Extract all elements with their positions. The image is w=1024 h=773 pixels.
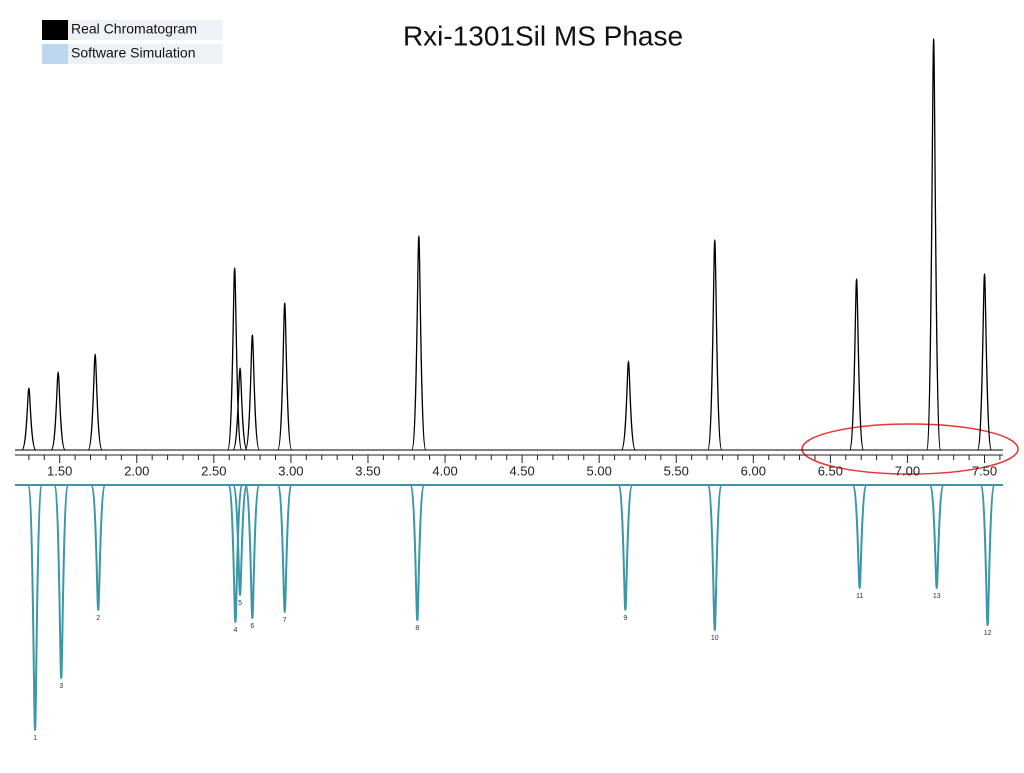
real-peak xyxy=(620,360,637,451)
x-tick-label: 2.50 xyxy=(201,463,226,478)
chart-title: Rxi-1301Sil MS Phase xyxy=(403,20,683,51)
x-tick-label: 5.00 xyxy=(587,463,612,478)
peak-label: 7 xyxy=(283,617,287,624)
real-peak xyxy=(50,371,66,451)
x-tick-label: 5.50 xyxy=(664,463,689,478)
simulated-peak xyxy=(409,484,426,622)
simulated-peak xyxy=(53,484,70,680)
x-tick-label: 6.00 xyxy=(741,463,766,478)
real-peak xyxy=(277,302,293,451)
x-tick-label: 1.50 xyxy=(47,463,72,478)
x-tick-label: 7.00 xyxy=(895,463,920,478)
peak-label: 3 xyxy=(59,683,63,690)
real-peak xyxy=(227,267,243,451)
simulated-peak xyxy=(90,484,107,612)
simulated-peak xyxy=(617,484,634,612)
real-peak xyxy=(411,235,427,451)
real-peak xyxy=(87,353,103,451)
legend-swatch xyxy=(42,20,68,40)
peak-label: 13 xyxy=(933,593,941,600)
x-tick-label: 3.00 xyxy=(278,463,303,478)
peak-label: 2 xyxy=(96,615,100,622)
legend-swatch xyxy=(42,44,68,64)
real-peak xyxy=(848,278,865,451)
x-tick-label: 7.50 xyxy=(972,463,997,478)
legend-background xyxy=(68,20,223,40)
x-tick-label: 6.50 xyxy=(818,463,843,478)
real-peak xyxy=(232,367,248,451)
simulated-peak xyxy=(232,484,249,597)
x-tick-label: 4.50 xyxy=(509,463,534,478)
peak-label: 10 xyxy=(711,635,719,642)
legend-label: Real Chromatogram xyxy=(71,21,197,37)
peak-label: 1 xyxy=(33,735,37,742)
peak-label: 4 xyxy=(233,627,237,634)
x-tick-label: 4.00 xyxy=(432,463,457,478)
simulated-peak xyxy=(276,484,293,614)
simulated-peak xyxy=(979,484,996,627)
highlight-ellipse xyxy=(801,423,1019,475)
simulated-peak xyxy=(27,484,44,732)
legend-label: Software Simulation xyxy=(71,45,196,61)
real-peak xyxy=(926,38,942,451)
real-peak xyxy=(707,239,723,451)
peak-label: 6 xyxy=(250,623,254,630)
x-tick-label: 3.50 xyxy=(355,463,380,478)
simulated-peak xyxy=(227,484,244,624)
peak-label: 8 xyxy=(415,625,419,632)
x-tick-label: 2.00 xyxy=(124,463,149,478)
peak-label: 5 xyxy=(238,600,242,607)
simulated-peak xyxy=(851,484,868,590)
real-peak xyxy=(976,273,993,451)
real-peak xyxy=(21,387,37,451)
simulated-peak xyxy=(928,484,945,590)
peak-label: 9 xyxy=(623,615,627,622)
peak-label: 12 xyxy=(984,630,992,637)
simulated-peak xyxy=(244,484,261,620)
real-peak xyxy=(244,334,261,451)
legend-background xyxy=(68,44,223,64)
peak-label: 11 xyxy=(856,593,863,600)
simulated-peak xyxy=(706,484,723,632)
